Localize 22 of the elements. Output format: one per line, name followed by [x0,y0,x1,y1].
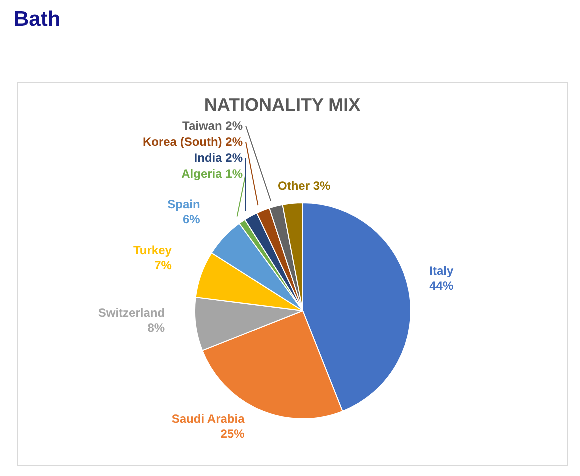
slice-label: Taiwan [182,119,222,133]
slice-label: Saudi Arabia [172,412,246,426]
data-label: 2% [226,151,243,165]
slice-label: Algeria [182,167,222,181]
slice-label: Switzerland [98,306,166,320]
chart-title: Bath [14,8,61,32]
data-label: 1% [226,167,243,181]
data-label: 2% [226,135,243,149]
slice-label: Korea (South) [142,135,222,149]
chart-subtitle: NATIONALITY MIX [203,95,362,116]
slice-label: Spain [168,197,200,212]
data-label: 2% [226,119,243,133]
data-label: 6% [182,212,201,226]
slice-label: Italy [430,264,454,278]
slice-label: Other [278,179,310,193]
data-label: 7% [154,258,172,273]
data-label: 44% [430,278,454,293]
data-label: 8% [148,320,166,335]
data-label: 3% [313,179,331,193]
slice-label: Turkey [133,244,172,258]
data-label: 25% [220,426,246,441]
slice-label: India [194,151,222,165]
